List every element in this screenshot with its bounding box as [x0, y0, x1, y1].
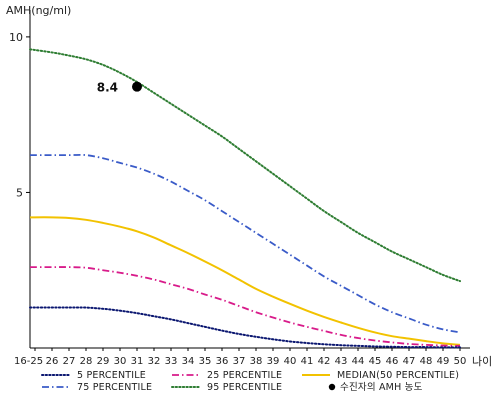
x-tick-label: 47 [403, 356, 416, 367]
legend-item: 95 PERCENTILE [171, 382, 282, 393]
axes: AMH(ng/ml) 5 10 16-25 26 27 28 29 30 31 32 33 34 35 36… [6, 4, 492, 368]
x-tick-label: 37 [233, 356, 246, 367]
y-tick-label: 5 [16, 186, 23, 199]
legend-label: 25 PERCENTILE [207, 370, 282, 381]
series-line-25-percentile [30, 266, 461, 347]
legend-item: 5 PERCENTILE [41, 370, 146, 381]
x-tick-label: 45 [369, 356, 382, 367]
legend-item: 25 PERCENTILE [172, 370, 282, 381]
patient-amh-point [132, 81, 142, 92]
x-tick-label: 39 [267, 356, 280, 367]
legend-label: 95 PERCENTILE [207, 382, 282, 393]
x-tick-label: 36 [216, 356, 229, 367]
legend-swatch-marker [328, 383, 336, 391]
x-tick-label: 33 [165, 356, 178, 367]
x-axis-label: 나이 [472, 355, 492, 368]
legend: 5 PERCENTILE 25 PERCENTILE MEDIAN(50 PERCE… [41, 370, 459, 393]
x-tick-label: 43 [335, 356, 348, 367]
x-tick-label: 28 [80, 356, 93, 367]
x-tick-label: 38 [250, 356, 263, 367]
x-tick-label: 42 [318, 356, 331, 367]
x-tick-label: 31 [131, 356, 144, 367]
legend-label: MEDIAN(50 PERCENTILE) [337, 370, 459, 381]
x-tick-label: 35 [199, 356, 212, 367]
x-tick-label: 29 [97, 356, 110, 367]
series-line-95-percentile [29, 48, 461, 283]
x-tick-label: 26 [46, 356, 59, 367]
x-tick-label: 30 [114, 356, 127, 367]
x-tick-label: 27 [63, 356, 76, 367]
y-tick-label: 10 [9, 31, 23, 44]
legend-label: 75 PERCENTILE [77, 382, 152, 393]
legend-label: 수진자의 AMH 농도 [340, 382, 423, 393]
x-tick-label: 49 [437, 356, 450, 367]
x-tick-label: 16-25 [14, 356, 43, 367]
legend-label: 5 PERCENTILE [77, 370, 146, 381]
x-tick-label: 41 [301, 356, 314, 367]
series-line-75-percentile [30, 153, 461, 334]
legend-item: MEDIAN(50 PERCENTILE) [302, 370, 459, 381]
series-lines [29, 48, 461, 349]
patient-marker: 8.4 [97, 81, 142, 95]
x-tick-label: 34 [182, 356, 195, 367]
series-line-median-50-percentile [29, 216, 461, 346]
x-tick-label: 50 [454, 356, 467, 367]
x-tick-label: 32 [148, 356, 161, 367]
x-tick-label: 44 [352, 356, 365, 367]
series-line-5-percentile [29, 306, 461, 349]
x-tick-label: 40 [284, 356, 297, 367]
legend-item: 75 PERCENTILE [42, 382, 152, 393]
x-tick-label: 46 [386, 356, 399, 367]
x-tick-label: 48 [420, 356, 433, 367]
patient-amh-value-label: 8.4 [97, 81, 118, 95]
legend-item: 수진자의 AMH 농도 [328, 382, 423, 393]
y-axis-label: AMH(ng/ml) [6, 4, 71, 17]
